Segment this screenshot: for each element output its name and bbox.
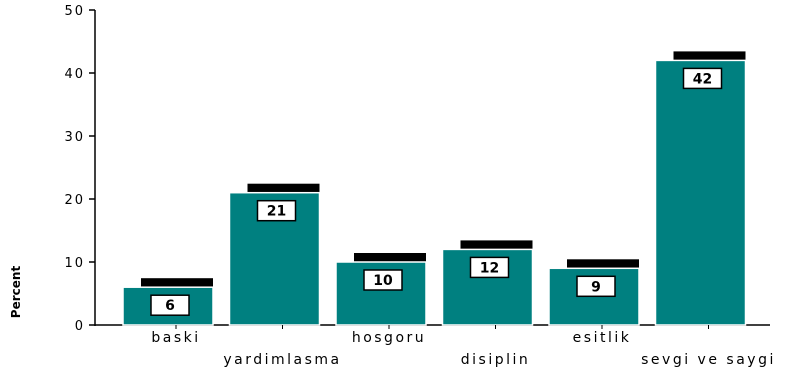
y-tick-label: 10	[64, 256, 85, 271]
data-label: 21	[267, 204, 286, 220]
bar-group: 6	[122, 278, 214, 326]
x-tick-label: baski	[151, 330, 200, 346]
bar-group: 21	[228, 183, 321, 326]
x-tick-label: hosgoru	[352, 330, 426, 346]
bar-group: 10	[335, 253, 427, 326]
data-label-box	[576, 275, 616, 298]
data-label: 12	[480, 260, 499, 276]
y-tick-label: 50	[64, 4, 85, 19]
data-label-box	[150, 294, 190, 316]
bars: 6 21 10 12 9 42	[122, 51, 747, 326]
x-tick-label: yardimlasma	[223, 352, 341, 368]
data-label-box	[363, 269, 403, 291]
y-tick-label: 0	[75, 319, 85, 334]
y-tick-label: 30	[64, 130, 85, 145]
bar-group: 12	[441, 240, 534, 326]
bar	[335, 261, 427, 326]
data-label: 6	[165, 298, 175, 314]
bar	[548, 267, 640, 326]
bar-group: 42	[654, 51, 747, 326]
data-label: 10	[373, 273, 393, 289]
data-label-box	[469, 256, 510, 279]
x-tick-label: esitlik	[573, 330, 632, 346]
x-tick-label: sevgi ve saygi	[641, 352, 776, 368]
x-tick-label: disiplin	[461, 352, 531, 368]
y-axis-label: Percent	[9, 266, 23, 319]
data-label: 42	[693, 71, 712, 87]
data-label-box	[682, 67, 723, 90]
y-tick-label: 40	[64, 67, 85, 82]
data-label: 9	[591, 279, 601, 295]
x-axis-labels: baski yardimlasma hosgoru disiplin esitlik se…	[151, 325, 776, 368]
bar-group: 9	[548, 259, 640, 326]
bar	[654, 59, 747, 326]
data-label-box	[256, 199, 297, 222]
y-tick-label: 20	[64, 193, 85, 208]
